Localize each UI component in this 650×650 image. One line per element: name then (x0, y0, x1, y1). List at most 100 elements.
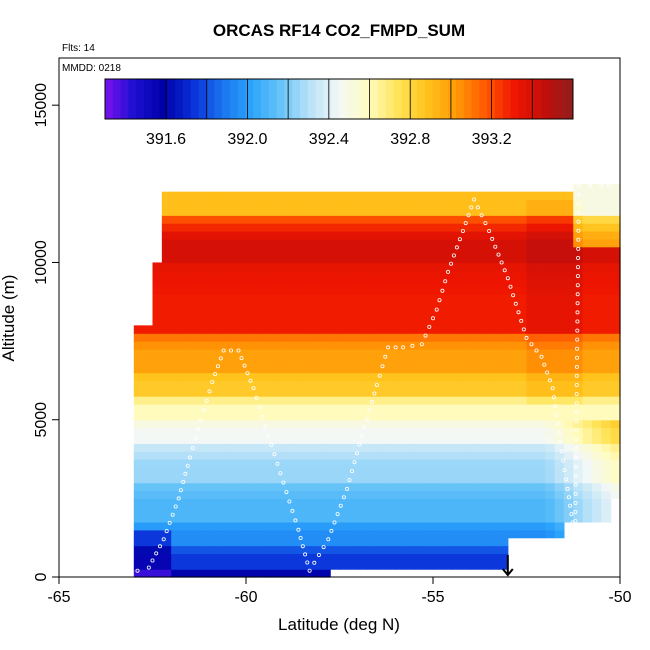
field-cell (180, 372, 191, 382)
field-cell (246, 451, 256, 460)
field-cell (507, 199, 518, 209)
field-cell (442, 215, 453, 224)
field-cell (563, 404, 574, 413)
field-cell (199, 286, 210, 295)
field-cell (517, 506, 528, 515)
track-point (588, 183, 593, 188)
field-cell (236, 521, 247, 531)
field-cell (152, 411, 163, 421)
field-cell (582, 498, 593, 507)
field-cell (582, 514, 593, 523)
field-cell (330, 561, 341, 570)
field-cell (563, 364, 574, 374)
colorbar-segment (339, 79, 348, 119)
field-cell (330, 238, 341, 248)
field-cell (470, 238, 481, 248)
field-cell (535, 490, 546, 499)
track-point (566, 495, 571, 500)
field-cell (189, 231, 200, 240)
field-cell (573, 223, 584, 232)
co2-field (133, 183, 621, 578)
field-cell (236, 411, 247, 421)
field-cell (161, 490, 172, 499)
field-cell (461, 466, 471, 476)
colorbar-segment (354, 79, 363, 119)
colorbar-segment (307, 79, 317, 119)
field-cell (376, 286, 387, 295)
field-cell (246, 309, 256, 319)
field-cell (217, 246, 228, 256)
field-cell (395, 545, 406, 555)
field-cell (143, 529, 154, 539)
field-cell (489, 238, 500, 248)
field-cell (283, 238, 294, 248)
field-cell (507, 411, 518, 421)
field-cell (330, 191, 341, 201)
field-cell (367, 435, 378, 444)
field-cell (554, 270, 565, 279)
field-cell (358, 474, 369, 484)
field-cell (133, 569, 144, 578)
field-cell (274, 301, 284, 311)
field-cell (451, 521, 462, 531)
field-cell (264, 396, 275, 405)
field-cell (535, 231, 546, 240)
field-cell (302, 341, 313, 350)
field-cell (395, 388, 406, 397)
field-cell (274, 498, 284, 507)
field-cell (189, 238, 200, 248)
field-cell (451, 348, 462, 358)
field-cell (339, 317, 350, 326)
field-cell (545, 490, 556, 499)
colorbar-segment (276, 79, 285, 119)
field-cell (526, 325, 537, 334)
field-cell (217, 309, 228, 319)
field-cell (489, 514, 500, 523)
field-cell (610, 183, 621, 193)
field-cell (339, 278, 350, 287)
field-cell (563, 348, 574, 358)
field-cell (171, 380, 182, 389)
field-cell (376, 435, 387, 444)
field-cell (442, 231, 453, 240)
field-cell (348, 443, 359, 452)
field-cell (358, 521, 369, 531)
field-cell (208, 215, 219, 224)
field-cell (526, 388, 537, 397)
field-cell (302, 293, 313, 303)
field-cell (180, 246, 191, 256)
field-cell (582, 191, 593, 201)
field-cell (367, 553, 378, 562)
x-tick-label: -50 (608, 589, 631, 606)
field-cell (386, 545, 397, 555)
field-cell (433, 451, 443, 460)
field-cell (236, 459, 247, 468)
field-cell (535, 215, 546, 224)
field-cell (199, 396, 210, 405)
field-cell (591, 317, 602, 326)
track-point (218, 356, 223, 361)
field-cell (339, 293, 350, 303)
field-cell (339, 223, 350, 232)
field-cell (189, 207, 200, 216)
field-cell (189, 561, 200, 570)
field-cell (489, 396, 500, 405)
field-cell (283, 286, 294, 295)
field-cell (199, 262, 210, 271)
field-cell (535, 293, 546, 303)
field-cell (255, 333, 266, 342)
field-cell (507, 404, 518, 413)
track-point (569, 512, 574, 517)
field-cell (302, 498, 313, 507)
field-cell (414, 435, 425, 444)
field-cell (330, 309, 341, 319)
field-cell (545, 333, 556, 342)
field-cell (246, 569, 256, 578)
field-cell (582, 254, 593, 264)
field-cell (386, 506, 397, 515)
field-cell (498, 262, 509, 271)
field-cell (274, 553, 284, 562)
field-cell (320, 553, 331, 562)
field-cell (255, 325, 266, 334)
field-cell (489, 301, 500, 311)
